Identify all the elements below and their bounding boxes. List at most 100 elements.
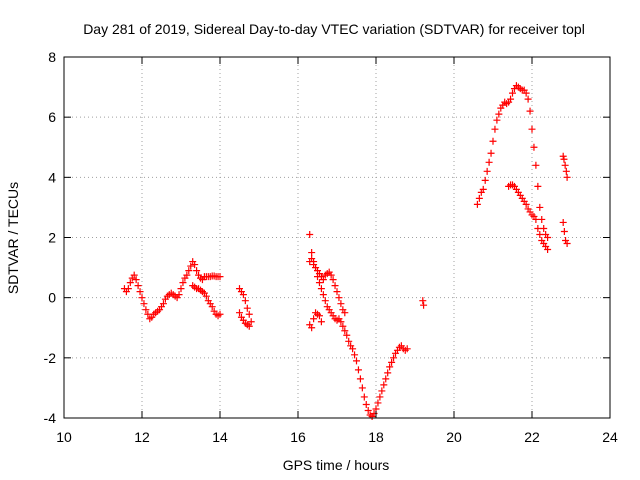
- data-point: [534, 224, 542, 232]
- data-point: [534, 182, 542, 190]
- data-point: [473, 200, 481, 208]
- data-point: [483, 167, 491, 175]
- data-point: [126, 279, 134, 287]
- data-point: [530, 143, 538, 151]
- data-point: [193, 267, 201, 275]
- data-point: [308, 255, 316, 263]
- x-tick-label: 16: [290, 429, 306, 445]
- data-point: [356, 375, 364, 383]
- data-point: [337, 318, 345, 326]
- data-point: [491, 125, 499, 133]
- x-tick-label: 22: [524, 429, 540, 445]
- data-point: [216, 310, 224, 318]
- data-point: [360, 393, 368, 401]
- data-point: [349, 345, 357, 353]
- y-tick-label: -2: [44, 350, 57, 366]
- data-point: [315, 312, 323, 320]
- data-point: [479, 185, 487, 193]
- data-point: [208, 303, 216, 311]
- data-point: [308, 324, 316, 332]
- data-point: [536, 203, 544, 211]
- data-point: [358, 384, 366, 392]
- data-point: [563, 173, 571, 181]
- y-tick-label: 6: [48, 109, 56, 125]
- x-tick-label: 24: [602, 429, 618, 445]
- data-point: [202, 292, 210, 300]
- data-point: [183, 271, 191, 279]
- data-point: [317, 318, 325, 326]
- data-point: [532, 161, 540, 169]
- x-tick-label: 10: [56, 429, 72, 445]
- data-point: [362, 400, 370, 408]
- series-arc-16.3-16.6-low: [306, 309, 325, 332]
- data-point: [321, 297, 329, 305]
- data-point: [559, 218, 567, 226]
- data-point: [559, 152, 567, 160]
- series-arc-21.4-22.4-lower: [505, 181, 552, 254]
- data-point: [144, 310, 152, 318]
- data-point: [522, 200, 530, 208]
- x-tick-label: 12: [134, 429, 150, 445]
- data-point: [403, 345, 411, 353]
- x-tick-label: 20: [446, 429, 462, 445]
- data-point: [374, 399, 382, 407]
- data-point: [562, 237, 570, 245]
- data-point: [526, 107, 534, 115]
- data-point: [485, 158, 493, 166]
- data-point: [179, 279, 187, 287]
- data-point: [319, 276, 327, 284]
- y-tick-label: 8: [48, 49, 56, 65]
- data-point: [130, 271, 138, 279]
- data-point: [245, 310, 253, 318]
- data-point: [540, 224, 548, 232]
- data-point: [337, 300, 345, 308]
- data-point: [317, 285, 325, 293]
- data-point: [562, 167, 570, 175]
- data-point: [522, 89, 530, 97]
- data-point: [140, 300, 148, 308]
- data-point: [247, 318, 255, 326]
- series-arc-14.5-14.8: [236, 285, 255, 330]
- data-point: [306, 230, 314, 238]
- data-point: [419, 297, 427, 305]
- data-point: [475, 194, 483, 202]
- data-point: [544, 246, 552, 254]
- data-point: [382, 375, 390, 383]
- series-arc-22.8-22.9: [559, 152, 571, 248]
- data-point: [329, 276, 337, 284]
- data-point: [333, 288, 341, 296]
- data-point: [331, 282, 339, 290]
- data-point: [351, 351, 359, 359]
- data-point: [327, 271, 335, 279]
- data-point: [353, 357, 360, 365]
- data-point: [241, 297, 249, 305]
- y-tick-label: 0: [48, 290, 56, 306]
- data-points: [120, 82, 571, 420]
- series-arc-16.3-18.8: [306, 230, 411, 420]
- data-point: [341, 309, 349, 317]
- data-point: [528, 125, 536, 133]
- data-point: [364, 406, 372, 414]
- x-tick-label: 14: [212, 429, 228, 445]
- data-point: [339, 322, 347, 330]
- data-point: [319, 291, 327, 299]
- x-axis-label: GPS time / hours: [283, 457, 390, 473]
- data-point: [310, 315, 318, 323]
- data-point: [343, 331, 351, 339]
- data-point: [487, 149, 495, 157]
- y-axis-label: SDTVAR / TECUs: [5, 182, 21, 294]
- data-point: [185, 267, 193, 275]
- data-point: [308, 249, 316, 257]
- data-point: [132, 276, 140, 284]
- data-point: [563, 240, 571, 248]
- data-point: [376, 393, 384, 401]
- data-point: [560, 227, 568, 235]
- y-tick-label: 2: [48, 230, 56, 246]
- data-point: [380, 381, 388, 389]
- data-point: [243, 304, 251, 312]
- data-point: [390, 354, 398, 362]
- data-point: [138, 294, 146, 302]
- data-point: [354, 366, 362, 374]
- data-point: [216, 273, 224, 281]
- y-tick-label: -4: [44, 410, 57, 426]
